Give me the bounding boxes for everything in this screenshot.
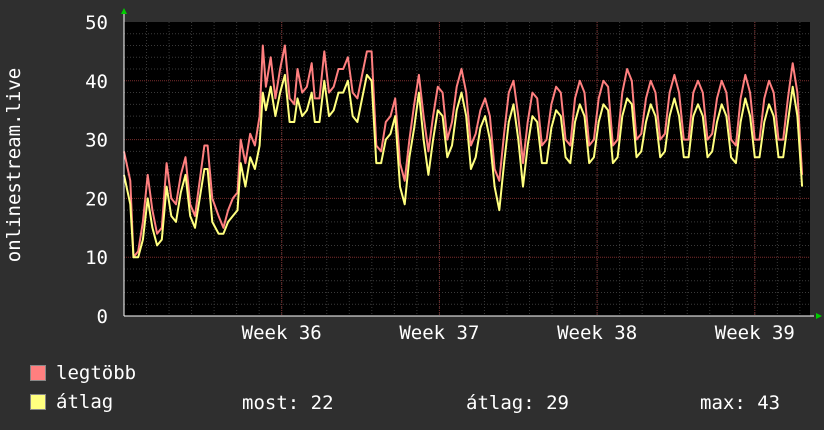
x-tick-label: Week 36: [242, 322, 322, 344]
legend-item-avg: átlag: [30, 391, 113, 413]
stat-avg: átlag: 29: [466, 392, 569, 414]
legend-item-max: legtöbb: [30, 362, 136, 384]
y-tick-label: 0: [97, 306, 108, 328]
y-axis-title: onlinestream.live: [3, 68, 25, 262]
legend-label-max: legtöbb: [56, 362, 136, 384]
y-axis-arrow-icon: [121, 8, 127, 14]
legend-label-avg: átlag: [56, 391, 113, 413]
stat-max: max: 43: [700, 392, 780, 414]
y-tick-label: 20: [85, 188, 108, 210]
x-tick-label: Week 38: [557, 322, 637, 344]
plot-area: [124, 22, 810, 316]
legend-swatch-max: [30, 365, 46, 381]
y-tick-label: 40: [85, 71, 108, 93]
y-tick-label: 30: [85, 130, 108, 152]
y-tick-label: 50: [85, 12, 108, 34]
stat-now: most: 22: [242, 392, 334, 414]
legend-swatch-avg: [30, 394, 46, 410]
x-axis-arrow-icon: [816, 313, 822, 319]
y-tick-label: 10: [85, 247, 108, 269]
x-tick-label: Week 39: [715, 322, 795, 344]
x-tick-label: Week 37: [399, 322, 479, 344]
